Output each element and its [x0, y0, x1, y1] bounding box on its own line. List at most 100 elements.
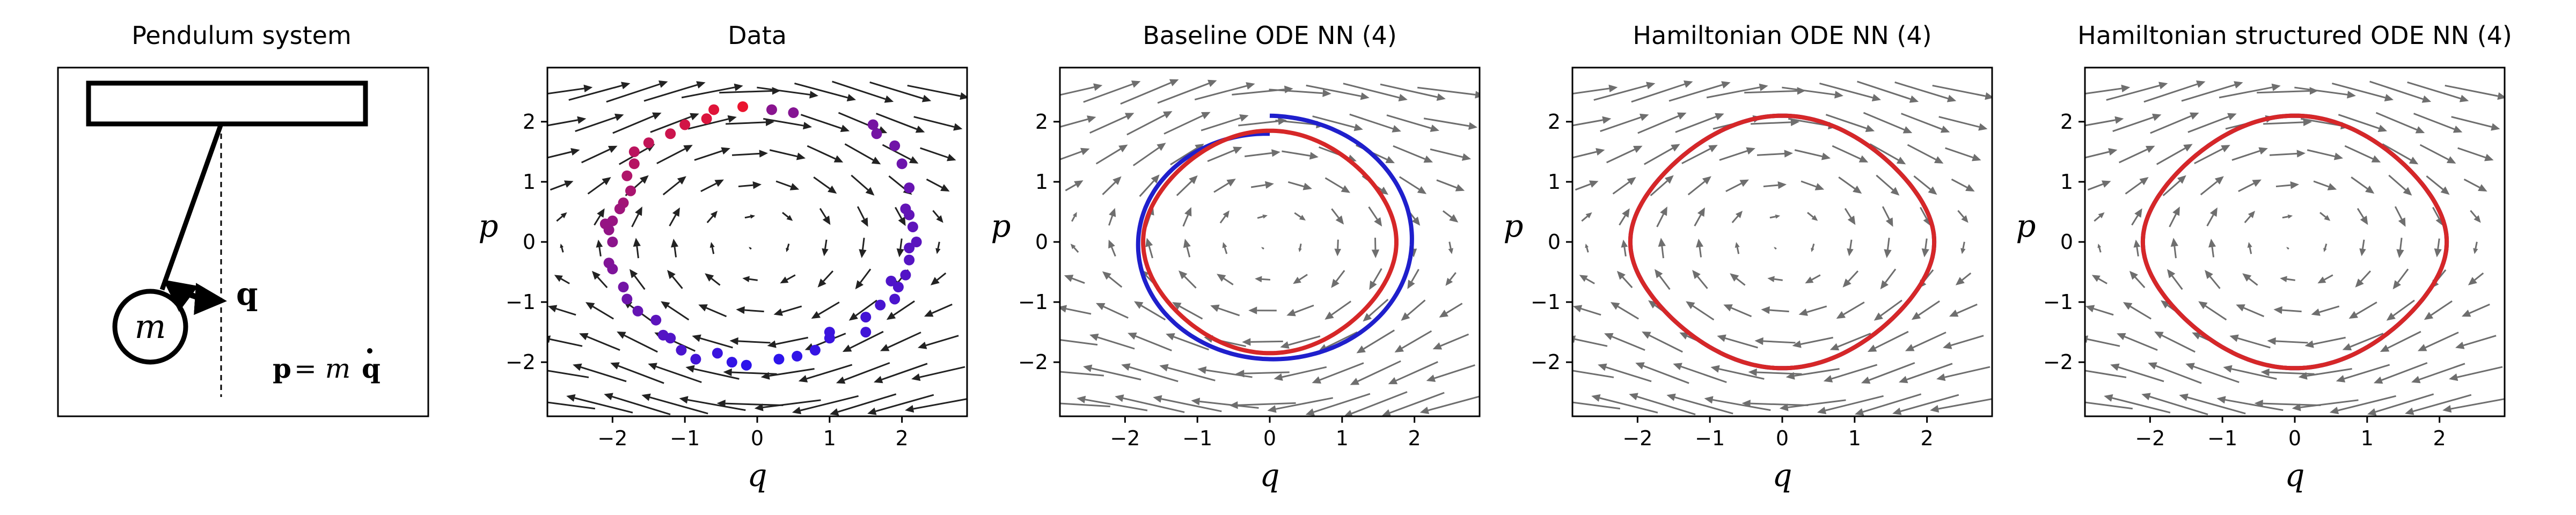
- vector-field-arrow: [2434, 238, 2442, 258]
- vector-field-arrow: [2449, 366, 2503, 381]
- vector-field-arrow: [1331, 208, 1344, 225]
- vector-field-arrow: [1298, 244, 1302, 253]
- y-axis-label: p: [2016, 208, 2036, 244]
- vector-field-arrow: [681, 83, 743, 99]
- vector-field-arrow: [694, 147, 730, 161]
- vector-field-arrow: [2461, 303, 2490, 317]
- vector-field-arrow: [1823, 364, 1878, 382]
- data-point: [607, 263, 618, 275]
- vector-field-arrow: [1666, 393, 1733, 415]
- vector-field-arrow: [1255, 276, 1271, 283]
- vector-field-arrow: [1210, 304, 1240, 317]
- vector-field-arrow: [1725, 179, 1749, 193]
- vector-field-arrow: [2367, 393, 2434, 416]
- vector-field-arrow: [736, 306, 764, 314]
- vector-field-arrow: [1673, 363, 1727, 384]
- vector-field-arrow: [2085, 305, 2114, 316]
- vector-field-arrow: [2455, 335, 2497, 349]
- data-point: [885, 275, 897, 286]
- vector-field-arrow: [1907, 144, 1944, 164]
- y-axis-label: p: [991, 208, 1011, 244]
- vector-field-arrow: [1686, 301, 1715, 321]
- vector-field-arrow: [1706, 83, 1768, 99]
- data-point: [889, 293, 901, 305]
- vector-field-arrow: [1191, 398, 1259, 409]
- vector-field-arrow: [1932, 84, 1992, 100]
- y-tick-label: 2: [2060, 110, 2073, 134]
- vector-field-arrow: [1921, 238, 1929, 258]
- vector-field-arrow: [1324, 177, 1351, 193]
- vector-field-arrow: [1650, 175, 1674, 196]
- vector-field-arrow: [1805, 274, 1821, 284]
- vector-field-arrow: [1269, 89, 1331, 97]
- vector-field-arrow: [554, 275, 570, 284]
- x-tick-label: 2: [1921, 426, 1934, 450]
- vector-field-arrow: [1436, 179, 1465, 192]
- vector-field-arrow: [1407, 269, 1419, 289]
- vector-field-arrow: [2242, 273, 2258, 286]
- vector-field-arrow: [1070, 244, 1079, 253]
- data-point: [892, 282, 904, 293]
- vector-field-arrow: [1157, 79, 1217, 104]
- vector-field-arrow: [1445, 272, 1457, 286]
- vector-field-arrow: [1305, 393, 1371, 416]
- vector-field-arrow: [1219, 210, 1230, 224]
- vector-field-arrow: [842, 330, 884, 352]
- vector-field-arrow: [568, 82, 631, 101]
- vector-field-arrow: [1844, 208, 1856, 225]
- data-point: [867, 119, 879, 130]
- y-tick-label: 1: [2060, 170, 2073, 194]
- vector-field-arrow: [2187, 113, 2237, 133]
- y-tick-label: 0: [523, 230, 536, 254]
- vector-field-arrow: [1637, 112, 1687, 134]
- vector-field-arrow: [829, 393, 897, 416]
- vector-field-arrow: [1575, 180, 1599, 191]
- vector-field-arrow: [1882, 206, 1893, 227]
- data-point: [614, 203, 625, 215]
- vector-field-arrow: [1115, 394, 1185, 413]
- data-point: [618, 282, 629, 293]
- x-axis-label: q: [2285, 457, 2304, 494]
- data-point: [766, 104, 777, 115]
- vector-field-arrow: [550, 180, 574, 191]
- pendulum-panel-title: Pendulum system: [131, 21, 352, 50]
- vector-field-arrow: [2085, 84, 2131, 95]
- x-tick-label: −1: [2207, 426, 2237, 450]
- vector-field-arrow: [1642, 332, 1683, 353]
- vector-field-arrow: [1089, 113, 1135, 134]
- vector-field-arrow: [2338, 114, 2388, 133]
- vector-field-arrow: [1132, 143, 1166, 166]
- vector-field-arrow: [2417, 332, 2459, 351]
- vector-field-arrow: [1267, 397, 1334, 413]
- vector-field-arrow: [1083, 80, 1141, 103]
- vector-field-arrow: [1430, 148, 1472, 161]
- vector-field-arrow: [1293, 274, 1308, 284]
- angle-arrow-back-icon: [163, 279, 213, 312]
- data-point: [904, 242, 915, 254]
- vector-field-arrow: [2468, 272, 2484, 285]
- time-derivative-dot: [367, 348, 372, 354]
- vector-field-arrow: [612, 112, 662, 134]
- vector-field-arrow: [2336, 364, 2390, 382]
- vector-field-arrow: [1213, 179, 1236, 193]
- vector-field-arrow: [1077, 395, 1148, 411]
- vector-field-arrow: [2457, 147, 2494, 161]
- vector-field-arrow: [1616, 270, 1633, 289]
- vector-field-arrow: [2260, 368, 2315, 377]
- vector-field-arrow: [2344, 145, 2381, 163]
- vector-field-arrow: [1643, 144, 1680, 165]
- vector-field-arrow: [1572, 335, 1608, 347]
- vector-field-arrow: [1774, 247, 1777, 250]
- vector-field-arrow: [2097, 244, 2102, 253]
- vector-field-arrow: [1811, 244, 1815, 252]
- vector-field-arrow: [2181, 81, 2243, 102]
- vector-field-arrow: [932, 210, 943, 223]
- vector-field-arrow: [661, 301, 690, 321]
- x-tick-label: 2: [896, 426, 909, 450]
- vector-field-arrow: [1060, 336, 1098, 346]
- data-point: [860, 327, 872, 338]
- y-tick-label: 1: [1548, 170, 1561, 194]
- vector-field-arrow: [1898, 363, 1953, 384]
- vector-field-arrow: [1083, 364, 1141, 381]
- data-point: [665, 128, 676, 139]
